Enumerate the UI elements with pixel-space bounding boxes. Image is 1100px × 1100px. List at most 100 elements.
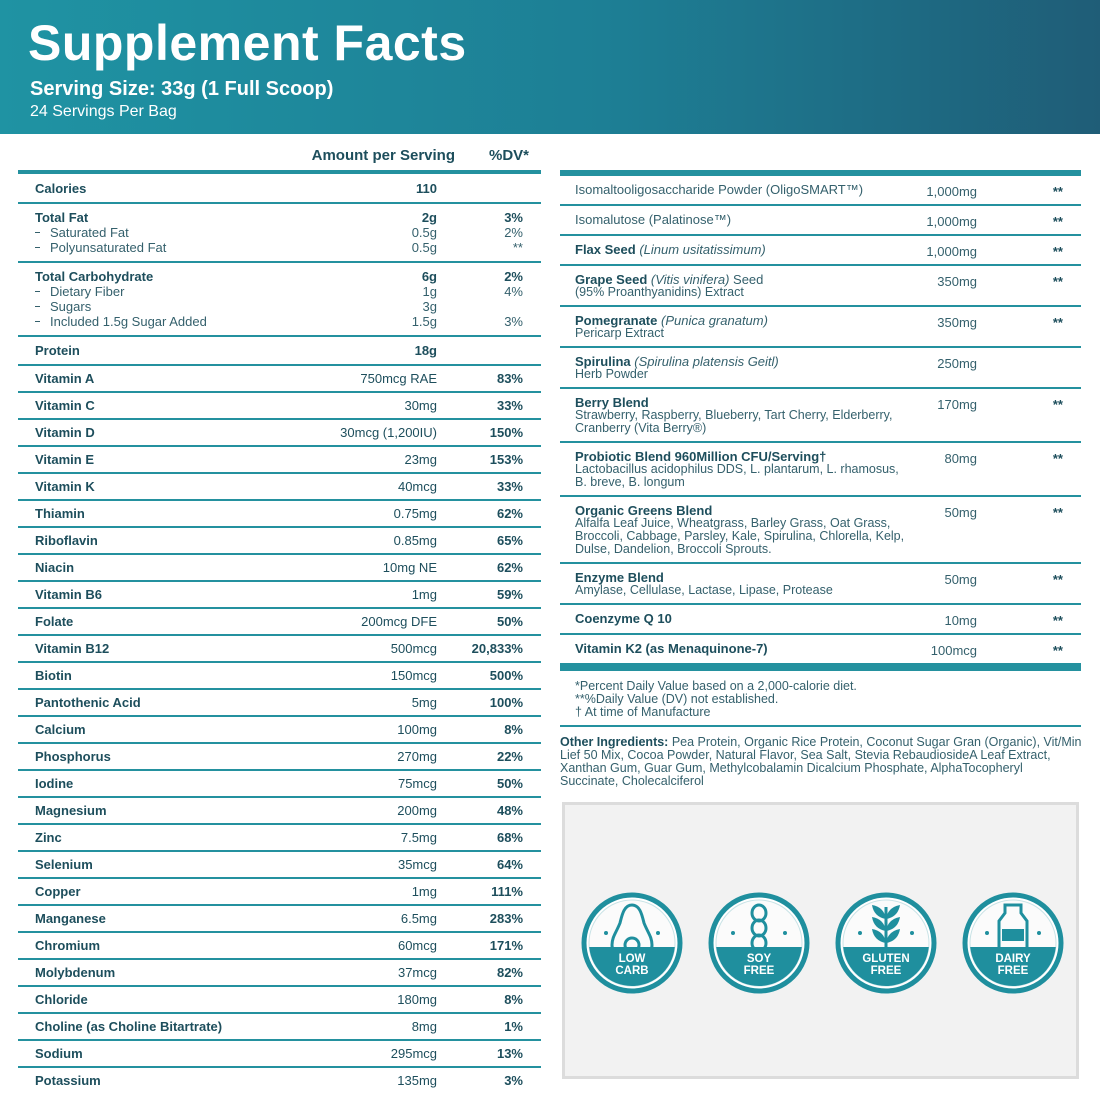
nutrient-dv: 1% — [504, 1019, 523, 1034]
sub-nutrient-row: Dietary Fiber 1g 4% — [18, 284, 541, 299]
ingredient-dv: ** — [1052, 643, 1063, 658]
sub-nutrient-label: Included 1.5g Sugar Added — [50, 314, 207, 329]
dash — [35, 232, 40, 233]
nutrient-name: Chloride — [35, 992, 88, 1007]
nutrient-dv: 100% — [489, 695, 523, 710]
nutrient-name: Vitamin D — [35, 425, 95, 440]
nutrient-name: Vitamin B12 — [35, 641, 110, 656]
nutrient-dv: 62% — [496, 560, 523, 575]
sub-nutrient-dv: 4% — [504, 284, 523, 299]
dot — [985, 931, 989, 935]
ingredient-amount: 10mg — [944, 613, 977, 628]
ingredient-description: Pericarp Extract — [575, 326, 664, 340]
nutrient-row: Iodine 75mcg 50% — [18, 769, 541, 796]
sub-nutrient-amount: 0.5g — [411, 225, 437, 240]
ingredient-title: Berry Blend — [575, 395, 649, 410]
ingredient-amount: 100mcg — [930, 643, 977, 658]
ingredient-dv: ** — [1052, 613, 1063, 628]
nutrient-row: Vitamin A 750mcg RAE 83% — [18, 364, 541, 391]
ingredient-row: Pomegranate (Punica granatum) Pericarp Ex… — [560, 307, 1081, 348]
ingredient-title: Grape Seed — [575, 272, 648, 287]
footnote: **%Daily Value (DV) not established. — [575, 692, 779, 706]
nutrient-name: Calories — [35, 180, 87, 196]
footnote: *Percent Daily Value based on a 2,000-ca… — [575, 679, 857, 693]
nutrient-dv: 50% — [496, 776, 523, 791]
right-table: Isomaltooligosaccharide Powder (OligoSMA… — [560, 170, 1081, 727]
nutrient-name: Zinc — [35, 830, 62, 845]
nutrient-name: Calcium — [35, 722, 86, 737]
dot — [731, 931, 735, 935]
sub-nutrient-row: Sugars 3g — [18, 299, 541, 314]
nutrient-amount: 30mcg (1,200IU) — [340, 425, 437, 440]
nutrient-amount: 0.75mg — [393, 506, 437, 521]
nutrient-row: Folate 200mcg DFE 50% — [18, 607, 541, 634]
nutrient-dv: 8% — [504, 722, 523, 737]
dot — [858, 931, 862, 935]
nutrient-row: Copper 1mg 111% — [18, 877, 541, 904]
sub-nutrient-name: Saturated Fat — [18, 225, 285, 240]
nutrient-row: Calcium 100mg 8% — [18, 715, 541, 742]
nutrient-dv: 500% — [489, 668, 523, 683]
divider — [560, 170, 1081, 176]
ingredient-row: Isomaltooligosaccharide Powder (OligoSMA… — [560, 176, 1081, 206]
ingredient-row: Organic Greens Blend Alfalfa Leaf Juice, … — [560, 497, 1081, 564]
ingredient-row: Probiotic Blend 960Million CFU/Serving† L… — [560, 443, 1081, 497]
header: Supplement Facts Serving Size: 33g (1 Fu… — [0, 0, 1100, 134]
badge-text: FREE — [744, 965, 775, 977]
ingredient-description: Amylase, Cellulase, Lactase, Lipase, Pro… — [575, 583, 833, 597]
ingredient-name: Pomegranate (Punica granatum) Pericarp Ex… — [560, 314, 905, 340]
nutrient-row: Thiamin 0.75mg 62% — [18, 499, 541, 526]
nutrient-dv: 22% — [496, 749, 523, 764]
nutrient-block: Protein 18g — [18, 335, 541, 364]
icon — [872, 917, 900, 931]
sub-nutrient-name: Polyunsaturated Fat — [18, 240, 285, 255]
ingredient-name: Probiotic Blend 960Million CFU/Serving† L… — [560, 450, 905, 489]
latin-name: (Punica granatum) — [661, 313, 768, 328]
nutrient-amount: 30mg — [404, 398, 437, 413]
nutrient-amount: 135mg — [397, 1073, 437, 1088]
ingredient-name: Isomaltooligosaccharide Powder (OligoSMA… — [560, 183, 905, 198]
nutrient-name: Copper — [35, 884, 81, 899]
sub-nutrient-name: Dietary Fiber — [18, 284, 285, 299]
nutrient-dv: 83% — [496, 371, 523, 386]
nutrient-dv: 2% — [504, 269, 523, 284]
footnote: † At time of Manufacture — [575, 705, 711, 719]
nutrient-dv: 62% — [496, 506, 523, 521]
nutrient-row: Pantothenic Acid 5mg 100% — [18, 688, 541, 715]
sub-nutrient-name: Sugars — [18, 299, 285, 314]
nutrient-row: Protein 18g — [18, 337, 541, 364]
nutrient-row: Manganese 6.5mg 283% — [18, 904, 541, 931]
nutrient-name: Protein — [35, 343, 80, 358]
ingredient-dv — [1001, 355, 1081, 381]
nutrient-name: Iodine — [35, 776, 74, 791]
nutrient-row: Chloride 180mg 8% — [18, 985, 541, 1012]
dot — [910, 931, 914, 935]
nutrient-amount: 6.5mg — [400, 911, 437, 926]
nutrient-amount: 60mcg — [397, 938, 437, 953]
ingredient-amount: 50mg — [944, 572, 977, 587]
nutrient-amount: 75mcg — [397, 776, 437, 791]
ingredient-name: Enzyme Blend Amylase, Cellulase, Lactase,… — [560, 571, 905, 597]
ingredient-amount: 350mg — [937, 315, 977, 330]
ingredient-title: Coenzyme Q 10 — [575, 611, 672, 626]
dash — [35, 247, 40, 248]
sub-nutrient-label: Polyunsaturated Fat — [50, 240, 167, 255]
sub-nutrient-label: Dietary Fiber — [50, 284, 125, 299]
nutrient-dv: 65% — [496, 533, 523, 548]
divider — [560, 665, 1081, 671]
nutrient-amount: 6g — [421, 269, 437, 284]
nutrient-amount: 23mg — [404, 452, 437, 467]
ingredient-row: Spirulina (Spirulina platensis Geitl) Her… — [560, 348, 1081, 389]
nutrient-amount: 270mg — [397, 749, 437, 764]
nutrient-row: Potassium 135mg 3% — [18, 1066, 541, 1093]
nutrient-amount: 1mg — [411, 884, 437, 899]
ingredient-name: Organic Greens Blend Alfalfa Leaf Juice, … — [560, 504, 905, 556]
ingredient-name: Berry Blend Strawberry, Raspberry, Bluebe… — [560, 396, 905, 435]
nutrient-name: Riboflavin — [35, 533, 98, 548]
title: Supplement Facts — [28, 15, 467, 71]
nutrient-name: Total Fat — [35, 210, 89, 225]
